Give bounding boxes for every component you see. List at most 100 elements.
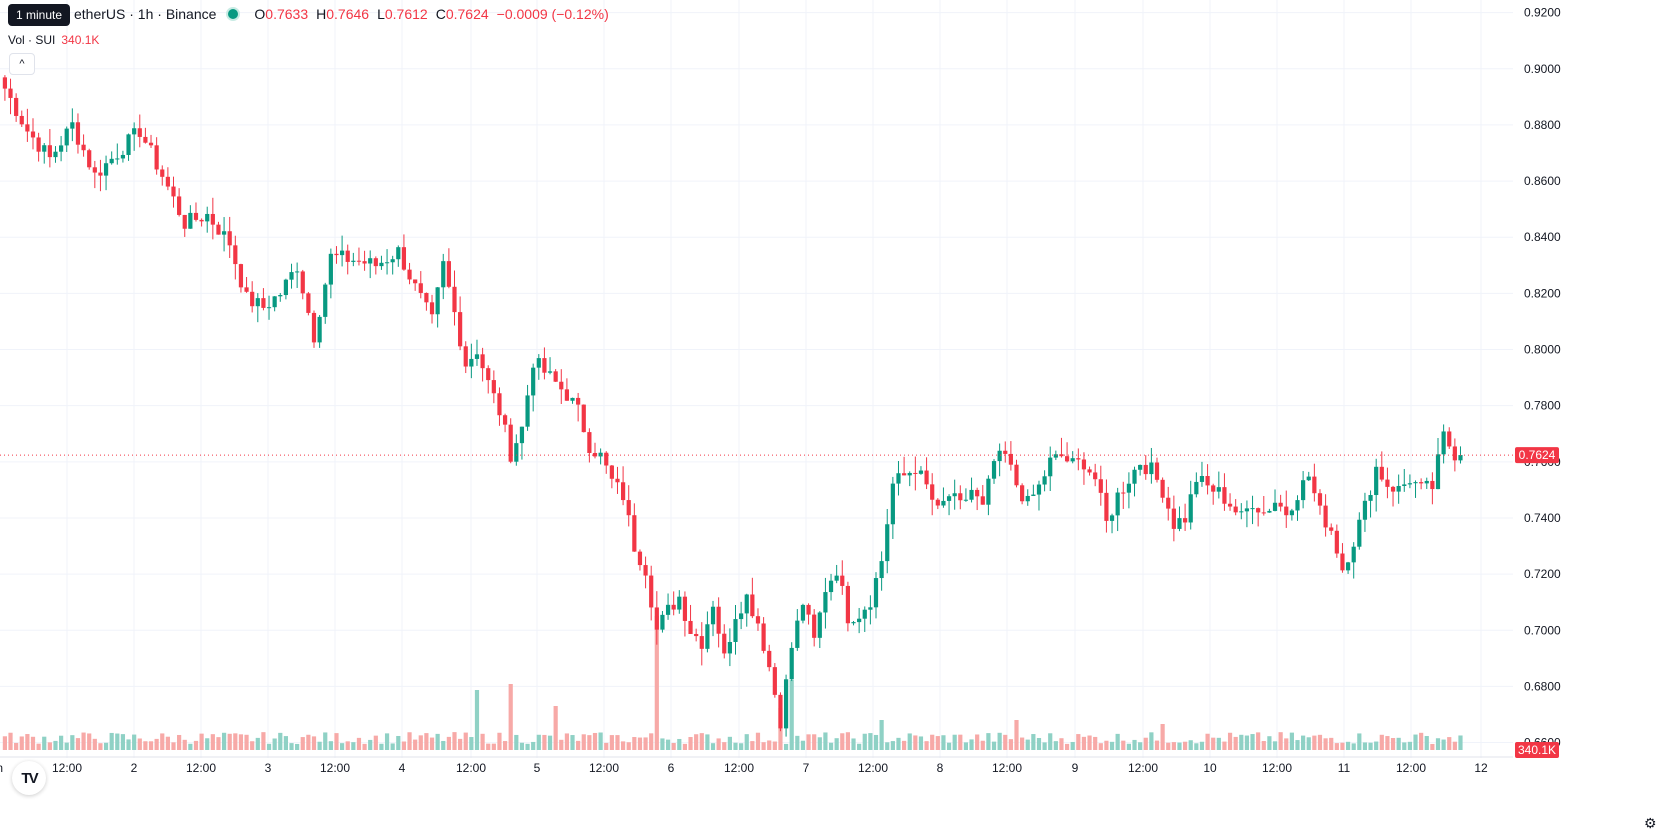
candle — [564, 378, 569, 401]
candle — [47, 129, 52, 168]
volume-bar — [109, 732, 114, 750]
candle — [553, 369, 558, 382]
candle — [446, 248, 451, 289]
volume-bar — [1424, 736, 1429, 750]
candle — [182, 214, 187, 237]
volume-bar — [126, 739, 131, 750]
candle — [1064, 442, 1070, 463]
volume-bar — [137, 738, 142, 750]
volume-bar — [474, 690, 480, 750]
candle — [1031, 484, 1036, 497]
volume-bar — [1351, 743, 1356, 750]
volume-bar — [845, 732, 850, 750]
volume-bar — [812, 734, 817, 750]
volume-bar — [755, 732, 761, 750]
candle — [429, 294, 435, 324]
candle — [1435, 438, 1441, 490]
volume-bar — [1076, 734, 1081, 750]
candle — [255, 293, 260, 323]
candle — [396, 245, 401, 267]
volume-bar — [699, 733, 704, 750]
volume-bar — [407, 732, 412, 750]
volume-bar — [559, 739, 564, 750]
volume-bar — [379, 743, 384, 750]
volume-bar — [1340, 742, 1345, 750]
tradingview-logo-icon[interactable]: TV — [12, 761, 46, 795]
y-tick-label: 0.8800 — [1524, 118, 1561, 132]
volume-bar — [1239, 734, 1244, 750]
volume-bar — [384, 733, 390, 750]
price-axis[interactable]: 0.9200 0.9000 0.8800 0.8600 0.8400 0.8200 0.80… — [1524, 6, 1561, 750]
volume-bar — [193, 740, 199, 750]
candle — [1329, 523, 1334, 535]
volume-bar — [1093, 736, 1098, 750]
candle — [491, 370, 496, 404]
candle — [980, 485, 985, 505]
volume-bar — [632, 737, 637, 750]
candle — [160, 165, 165, 186]
volume-bar — [1278, 732, 1283, 750]
volume-bar — [368, 739, 373, 750]
volume-bar — [682, 743, 688, 750]
ohlc-close: C0.7624 — [435, 6, 489, 22]
volume-bar — [295, 743, 300, 750]
candle — [896, 461, 901, 496]
volume-bar — [902, 740, 907, 750]
candle — [772, 663, 777, 698]
volume-bar — [1070, 741, 1075, 750]
volume-bar — [486, 743, 491, 750]
candle — [525, 384, 530, 431]
candle — [862, 606, 867, 632]
volume-bar — [958, 734, 963, 750]
volume-bar — [1267, 736, 1272, 750]
volume-bar — [502, 741, 508, 750]
collapse-legend-button[interactable]: ^ — [9, 53, 35, 75]
candle — [817, 611, 822, 648]
candle — [306, 291, 311, 316]
candle — [1323, 494, 1328, 537]
x-tick-label: 12:00 — [320, 761, 350, 775]
candle — [497, 387, 502, 426]
volume-bar — [171, 742, 176, 750]
candle — [873, 572, 879, 619]
candle — [969, 477, 974, 503]
candle — [250, 281, 255, 313]
candle — [761, 617, 766, 654]
x-tick-label: 12:00 — [52, 761, 82, 775]
candle — [1132, 466, 1137, 497]
candle — [148, 134, 154, 148]
candle — [233, 235, 238, 280]
volume-bar — [946, 742, 952, 750]
candle — [559, 369, 564, 404]
volume-bar — [536, 734, 541, 750]
candle — [14, 93, 19, 122]
candle — [632, 503, 637, 552]
volume-bar — [1048, 733, 1053, 750]
time-axis[interactable]: Jun 12:00 2 12:00 3 12:00 4 12:00 5 12:00 6 12:00 7 1… — [0, 761, 1488, 775]
symbol-title[interactable]: etherUS · 1h · Binance — [74, 6, 217, 22]
volume-bar — [823, 732, 828, 750]
gear-icon[interactable]: ⚙ — [1644, 815, 1657, 831]
volume-bar — [59, 735, 64, 750]
market-status-icon — [226, 7, 241, 21]
volume-bar — [132, 734, 137, 750]
volume-bar — [694, 734, 699, 750]
volume-bar — [879, 720, 884, 750]
volume-bar — [401, 741, 407, 750]
volume-bar — [1272, 741, 1278, 750]
volume-bar — [1317, 734, 1323, 750]
candle — [1374, 458, 1379, 512]
candle — [1250, 495, 1255, 525]
candle — [199, 218, 204, 227]
volume-bar — [1244, 735, 1250, 750]
candle — [665, 593, 671, 620]
candle — [1081, 452, 1087, 485]
candle — [767, 644, 772, 672]
volume-bar — [1250, 734, 1255, 750]
volume-bar — [531, 741, 536, 750]
candle — [654, 591, 659, 645]
volume-bar — [1357, 733, 1362, 750]
volume-bar — [868, 733, 873, 750]
candle — [840, 560, 845, 595]
